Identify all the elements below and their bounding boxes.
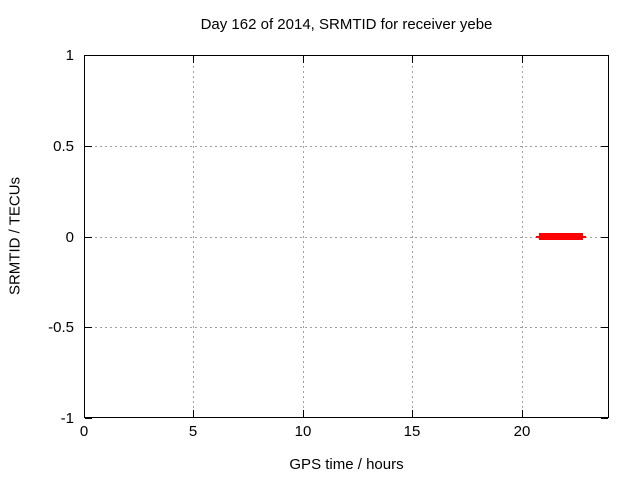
- tick-mark-y-right: [601, 237, 608, 238]
- y-tick-label: 1: [65, 47, 74, 64]
- tick-mark-x-bottom: [193, 410, 194, 417]
- grid-line-y: [85, 237, 608, 238]
- tick-mark-x-top: [303, 56, 304, 63]
- tick-mark-x-top: [193, 56, 194, 63]
- y-tick-label: 0: [65, 229, 74, 246]
- grid-line-x: [522, 56, 523, 417]
- tick-mark-x-bottom: [412, 410, 413, 417]
- y-tick-label: -0.5: [48, 319, 74, 336]
- plot-area: [84, 55, 609, 418]
- x-tick-label: 15: [403, 423, 421, 440]
- tick-mark-y-left: [85, 146, 92, 147]
- grid-line-y: [85, 146, 608, 147]
- grid-line-y: [85, 327, 608, 328]
- tick-mark-x-bottom: [303, 410, 304, 417]
- tick-mark-y-left: [85, 237, 92, 238]
- y-tick-label: -1: [60, 410, 74, 427]
- tick-mark-x-top: [412, 56, 413, 63]
- tick-mark-x-top: [84, 56, 85, 63]
- chart-title: Day 162 of 2014, SRMTID for receiver yeb…: [200, 16, 493, 33]
- x-tick-label: 5: [188, 423, 198, 440]
- tick-mark-y-right: [601, 146, 608, 147]
- tick-mark-x-top: [522, 56, 523, 63]
- tick-mark-y-left: [85, 418, 92, 419]
- tick-mark-y-right: [601, 327, 608, 328]
- tick-mark-y-left: [85, 55, 92, 56]
- tick-mark-y-right: [601, 418, 608, 419]
- tick-mark-y-right: [601, 55, 608, 56]
- grid-line-x: [303, 56, 304, 417]
- x-tick-label: 10: [294, 423, 312, 440]
- x-axis-label: GPS time / hours: [289, 456, 404, 473]
- tick-mark-x-bottom: [522, 410, 523, 417]
- tick-mark-x-bottom: [84, 410, 85, 417]
- grid-line-x: [412, 56, 413, 417]
- grid-line-x: [193, 56, 194, 417]
- tick-mark-y-left: [85, 327, 92, 328]
- x-tick-label: 0: [79, 423, 89, 440]
- y-tick-label: 0.5: [53, 138, 74, 155]
- x-tick-label: 20: [513, 423, 531, 440]
- data-segment: [539, 233, 583, 240]
